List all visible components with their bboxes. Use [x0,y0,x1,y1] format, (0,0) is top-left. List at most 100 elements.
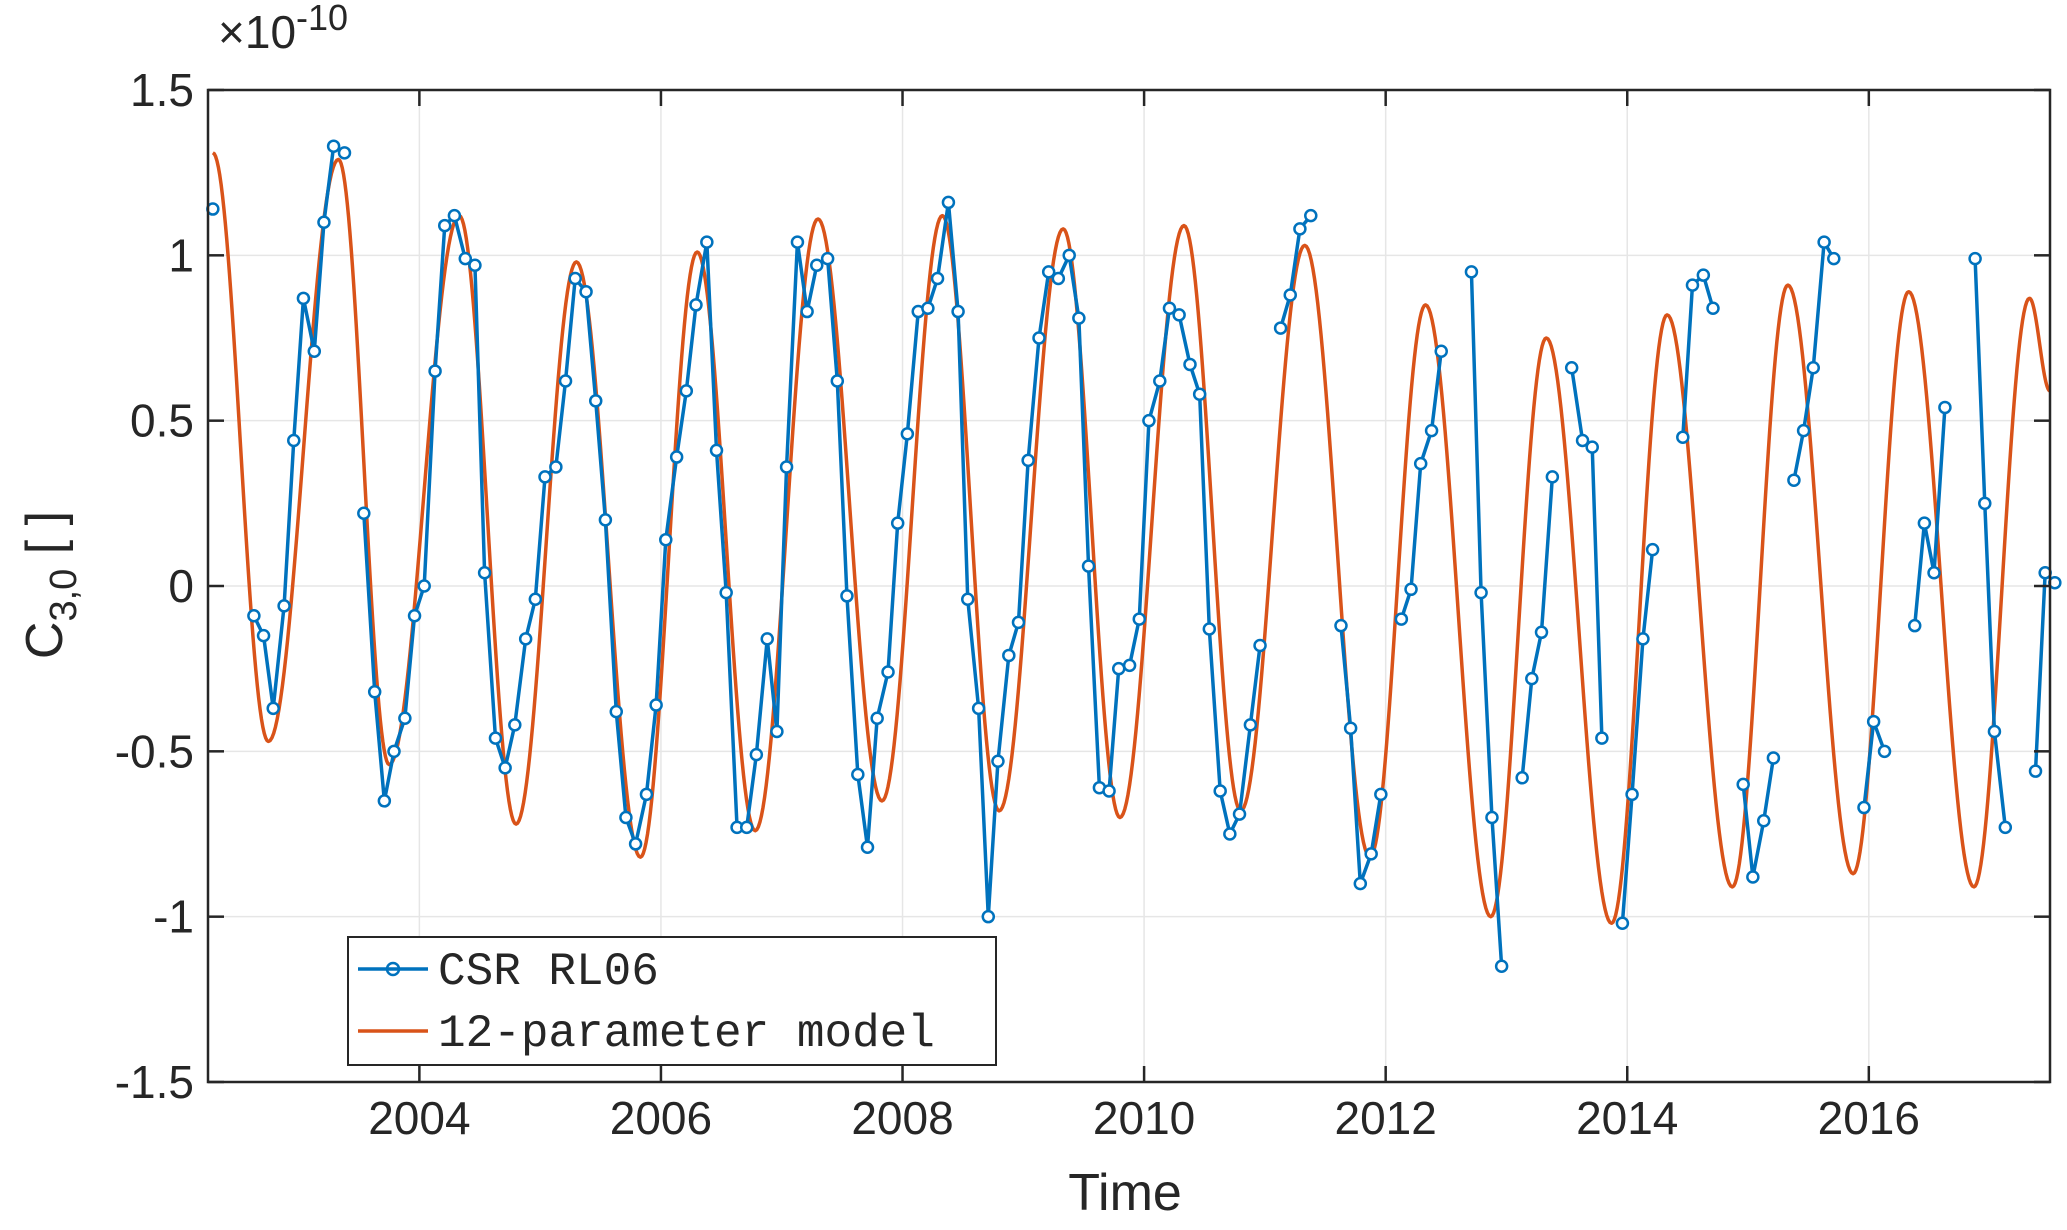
data-point-csr-rl06 [770,724,784,739]
data-point-csr-rl06 [1273,321,1288,335]
data-point-csr-rl06 [428,364,442,378]
data-point-csr-rl06 [981,909,996,924]
data-point-csr-rl06 [1232,807,1247,821]
data-point-csr-rl06 [1081,559,1096,573]
data-point-csr-rl06 [1122,658,1137,673]
data-point-csr-rl06 [568,271,582,286]
data-point-csr-rl06 [1968,251,1982,266]
data-point-csr-rl06 [669,450,684,464]
data-point-csr-rl06 [1545,470,1560,484]
y-tick-label: 0 [168,560,194,612]
legend-box [347,936,997,1066]
data-point-csr-rl06 [961,592,975,606]
data-point-csr-rl06 [860,840,875,854]
data-point-csr-rl06 [1102,784,1116,798]
data-point-csr-rl06 [760,632,774,646]
data-point-csr-rl06 [277,599,291,613]
data-point-csr-rl06 [689,298,703,312]
data-point-csr-rl06 [700,235,714,249]
x-tick-label: 2010 [1093,1092,1195,1144]
data-point-csr-rl06 [900,427,915,441]
data-point-csr-rl06 [1927,566,1941,580]
data-point-csr-rl06 [1011,615,1026,630]
data-point-csr-rl06 [256,628,271,643]
data-point-csr-rl06 [1334,618,1348,633]
data-point-csr-rl06 [1464,265,1479,279]
data-point-csr-rl06 [1827,251,1841,266]
data-point-csr-rl06 [498,761,512,775]
data-point-csr-rl06 [1404,582,1418,597]
data-point-csr-rl06 [1806,361,1821,375]
data-point-csr-rl06 [659,532,673,547]
data-point-csr-rl06 [1394,612,1409,626]
series-line-csr-rl06 [1278,214,1313,329]
data-point-csr-rl06 [326,139,341,153]
y-tick-label: 1.5 [130,64,194,116]
model-series [211,151,2052,926]
data-point-csr-rl06 [538,470,552,484]
data-point-csr-rl06 [1515,771,1529,785]
data-point-csr-rl06 [1585,440,1599,454]
data-point-csr-rl06 [1353,876,1368,891]
data-point-csr-rl06 [1413,456,1428,471]
data-point-csr-rl06 [1756,814,1771,828]
data-point-csr-rl06 [1615,916,1630,931]
y-axis-label: C3,0 [ ] [16,511,85,659]
data-point-csr-rl06 [1424,423,1439,438]
data-point-csr-rl06 [1696,268,1711,282]
x-tick-label: 2012 [1335,1092,1437,1144]
data-point-csr-rl06 [2028,764,2043,778]
data-point-csr-rl06 [1787,473,1801,487]
data-point-csr-rl06 [477,566,492,580]
data-point-csr-rl06 [1636,632,1650,646]
data-point-csr-rl06 [447,208,462,223]
series-line-csr-rl06 [362,200,1262,919]
data-point-csr-rl06 [1062,248,1076,263]
data-point-csr-rl06 [1736,777,1750,792]
data-point-csr-rl06 [749,747,764,762]
data-point-csr-rl06 [739,820,754,835]
data-point-csr-rl06 [287,433,301,448]
data-point-csr-rl06 [1223,827,1237,841]
data-point-csr-rl06 [1202,622,1217,636]
data-point-csr-rl06 [549,460,563,474]
data-point-csr-rl06 [1485,810,1499,825]
data-point-csr-rl06 [1645,542,1660,557]
data-point-csr-rl06 [779,460,794,474]
data-point-csr-rl06 [1494,959,1509,974]
data-point-csr-rl06 [367,685,382,699]
x-axis-label: Time [1068,1164,1182,1222]
data-point-csr-rl06 [437,218,452,233]
data-point-csr-rl06 [639,787,654,802]
data-point-csr-rl06 [1796,423,1811,438]
data-point-csr-rl06 [387,744,401,759]
series-line-csr-rl06 [1569,367,1604,739]
data-point-csr-rl06 [1625,787,1639,802]
data-point-csr-rl06 [971,701,986,716]
data-point-csr-rl06 [1564,361,1579,375]
data-point-csr-rl06 [1213,784,1227,798]
data-point-csr-rl06 [1293,222,1307,236]
data-point-csr-rl06 [1857,800,1871,815]
data-point-csr-rl06 [1304,208,1318,223]
series-line-csr-rl06 [1520,476,1555,778]
data-point-csr-rl06 [1183,357,1197,372]
data-point-csr-rl06 [1525,671,1539,686]
data-point-csr-rl06 [619,810,633,825]
data-point-csr-rl06 [398,711,412,726]
data-point-csr-rl06 [1877,744,1892,759]
data-point-csr-rl06 [1072,311,1086,325]
series-line-12-parameter-model [211,151,2052,926]
y-tick-label: 0.5 [130,395,194,447]
data-point-csr-rl06 [1051,271,1066,286]
data-point-csr-rl06 [307,344,322,358]
legend: CSR RL06 12-parameter model [347,936,997,1066]
data-point-csr-rl06 [1132,612,1147,626]
data-point-csr-rl06 [1434,344,1448,358]
data-point-csr-rl06 [377,794,392,808]
data-point-csr-rl06 [800,304,814,319]
data-point-csr-rl06 [407,609,422,623]
data-point-csr-rl06 [558,374,573,388]
data-point-csr-rl06 [1676,430,1690,444]
